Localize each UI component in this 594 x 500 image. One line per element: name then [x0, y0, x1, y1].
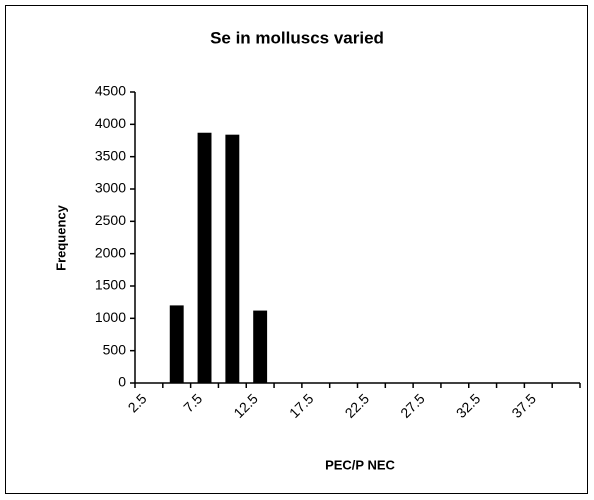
y-tick-label: 4000 [95, 115, 126, 131]
y-tick-label: 500 [103, 341, 127, 357]
bar [197, 132, 212, 383]
bar [225, 134, 240, 383]
y-tick-label: 1000 [95, 309, 126, 325]
bar [169, 305, 184, 383]
y-tick-label: 2500 [95, 212, 126, 228]
y-tick-label: 4500 [95, 83, 126, 99]
chart-title: Se in molluscs varied [210, 28, 384, 47]
x-axis-title: PEC/P NEC [325, 457, 395, 472]
y-tick-label: 3500 [95, 147, 126, 163]
chart-border [5, 5, 588, 494]
y-tick-label: 2000 [95, 244, 126, 260]
y-axis-title: Frequency [53, 204, 68, 271]
bar [253, 310, 268, 383]
y-tick-label: 0 [118, 374, 126, 390]
y-tick-label: 1500 [95, 277, 126, 293]
y-tick-label: 3000 [95, 180, 126, 196]
